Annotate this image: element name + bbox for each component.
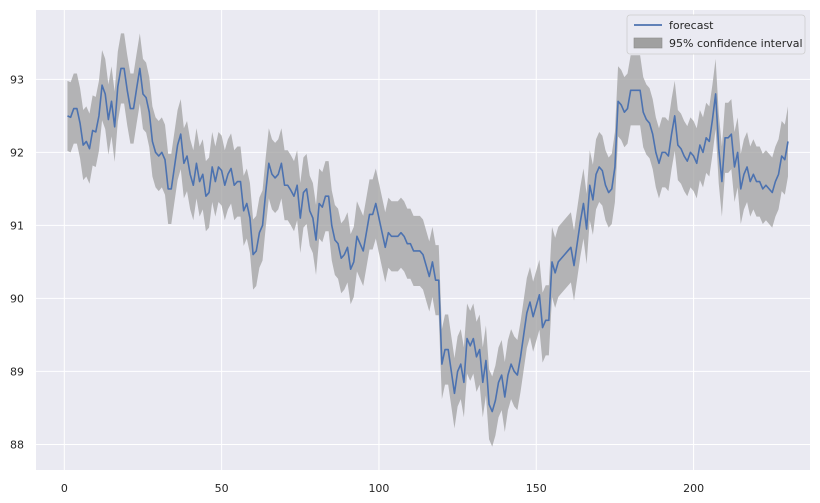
legend-forecast-label: forecast — [669, 19, 714, 32]
x-tick-label: 100 — [368, 482, 389, 495]
x-tick-label: 200 — [683, 482, 704, 495]
x-tick-label: 50 — [215, 482, 229, 495]
y-tick-label: 88 — [10, 438, 24, 451]
x-tick-labels: 0 50 100 150 200 — [61, 482, 704, 495]
y-tick-label: 91 — [10, 219, 24, 232]
legend-band-label: 95% confidence interval — [669, 37, 803, 50]
y-tick-label: 93 — [10, 73, 24, 86]
confidence-band-layer — [67, 33, 788, 447]
y-tick-label: 89 — [10, 365, 24, 378]
forecast-line-layer — [67, 67, 789, 413]
legend: forecast 95% confidence interval — [626, 14, 806, 55]
y-tick-labels: 88 89 90 91 92 93 — [10, 73, 24, 451]
legend-box — [626, 14, 806, 55]
forecast-line — [67, 67, 789, 413]
x-tick-label: 150 — [526, 482, 547, 495]
y-tick-label: 92 — [10, 146, 24, 159]
confidence-interval-band — [67, 33, 788, 447]
x-tick-label: 0 — [61, 482, 68, 495]
legend-band-swatch — [633, 37, 663, 49]
y-tick-label: 90 — [10, 292, 24, 305]
